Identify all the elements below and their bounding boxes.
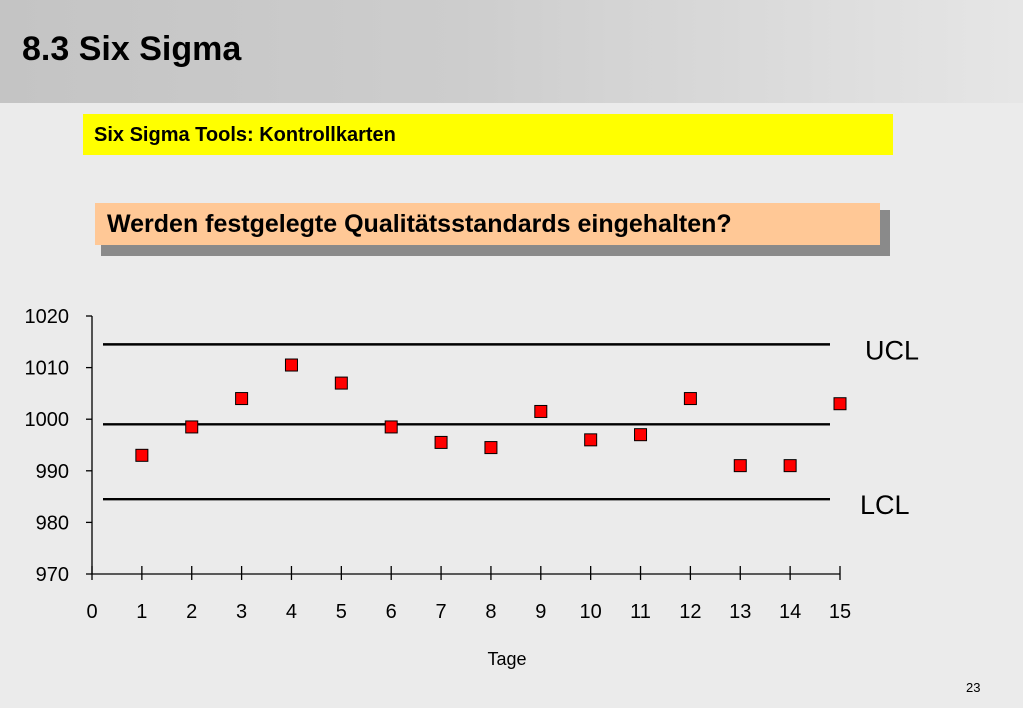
x-tick-label: 4	[286, 601, 297, 623]
section-banner-label: Six Sigma Tools: Kontrollkarten	[94, 124, 396, 146]
y-tick-label: 1010	[25, 358, 70, 380]
data-point	[135, 448, 149, 462]
x-axis-title: Tage	[487, 649, 526, 669]
ucl-label: UCL	[865, 335, 919, 365]
x-tick-label: 8	[485, 601, 496, 623]
y-tick-label: 970	[36, 564, 69, 586]
y-tick-label: 980	[36, 512, 69, 534]
section-banner: Six Sigma Tools: Kontrollkarten	[83, 114, 893, 155]
lcl-label: LCL	[860, 490, 910, 520]
x-tick-label: 11	[630, 601, 651, 623]
page-number: 23	[966, 680, 981, 695]
data-point	[534, 404, 548, 418]
x-tick-label: 0	[86, 601, 97, 623]
data-point	[783, 459, 797, 473]
data-point	[284, 358, 298, 372]
data-point	[235, 392, 249, 406]
title-bar: 8.3 Six Sigma	[0, 0, 1023, 103]
y-tick-label: 1000	[25, 409, 70, 431]
x-tick-label: 15	[829, 601, 851, 623]
y-tick-label: 990	[36, 461, 69, 483]
x-tick-label: 7	[436, 601, 447, 623]
data-point	[334, 376, 348, 390]
x-tick-label: 3	[236, 601, 247, 623]
data-point	[584, 433, 598, 447]
data-point	[185, 420, 199, 434]
x-tick-label: 2	[186, 601, 197, 623]
data-point	[683, 392, 697, 406]
data-point	[384, 420, 398, 434]
data-point	[434, 435, 448, 449]
x-tick-label: 9	[535, 601, 546, 623]
page-title: 8.3 Six Sigma	[22, 30, 242, 68]
x-tick-label: 10	[580, 601, 602, 623]
x-tick-label: 1	[136, 601, 147, 623]
question-text: Werden festgelegte Qualitätsstandards ei…	[107, 210, 732, 238]
x-tick-label: 13	[729, 601, 751, 623]
x-tick-label: 5	[336, 601, 347, 623]
data-point	[484, 441, 498, 455]
x-tick-label: 12	[679, 601, 701, 623]
data-point	[634, 428, 648, 442]
question-box: Werden festgelegte Qualitätsstandards ei…	[95, 203, 880, 245]
y-tick-label: 1020	[25, 306, 70, 328]
x-tick-label: 14	[779, 601, 801, 623]
data-point	[833, 397, 847, 411]
x-tick-label: 6	[386, 601, 397, 623]
data-point	[733, 459, 747, 473]
